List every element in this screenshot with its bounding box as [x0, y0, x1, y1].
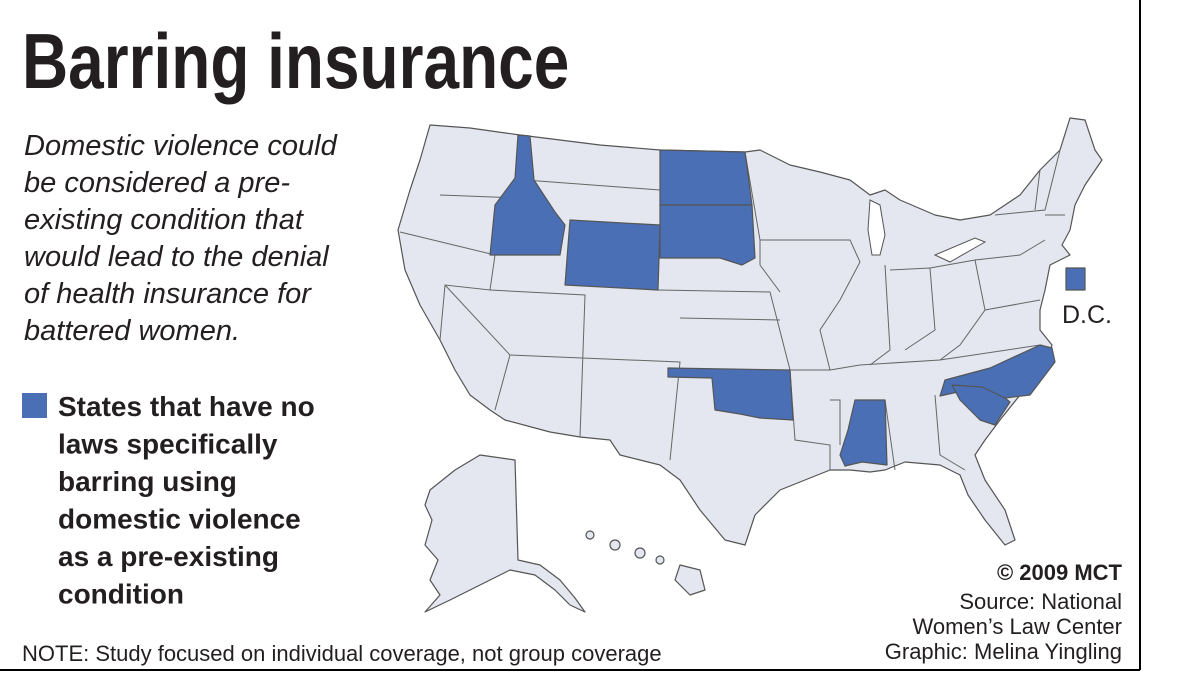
- legend-line: condition: [58, 579, 184, 610]
- north-dakota: [659, 149, 753, 206]
- legend-swatch: [22, 393, 47, 418]
- intro-line: of health insurance for: [24, 278, 312, 310]
- state-lines: [744, 151, 781, 293]
- intro-line: existing condition that: [24, 204, 305, 236]
- source-line: Source: National: [959, 589, 1122, 614]
- state-lines: [984, 299, 1041, 311]
- note: NOTE: Study focused on individual covera…: [22, 641, 662, 666]
- state-lines: [939, 259, 986, 361]
- state-lines: [489, 289, 586, 438]
- idaho: [489, 134, 566, 256]
- copyright: © 2009 MCT: [997, 560, 1123, 585]
- intro-line: Domestic violence could: [24, 130, 338, 162]
- state-lines: [524, 179, 661, 191]
- state-lines: [829, 344, 1041, 371]
- state-lines: [830, 399, 841, 445]
- state-lines: [679, 317, 781, 321]
- title: Barring insurance: [22, 18, 569, 105]
- legend-line: as a pre-existing: [58, 541, 279, 572]
- dc-marker: [1065, 267, 1086, 291]
- state-lines: [869, 264, 891, 366]
- legend-line: domestic violence: [58, 504, 301, 535]
- south-carolina: [951, 384, 1011, 426]
- intro-line: would lead to the denial: [24, 241, 330, 273]
- state-lines: [929, 239, 1046, 269]
- state-lines: [509, 354, 681, 461]
- us-map: [397, 117, 1103, 613]
- legend-text: States that have no laws specifically barr…: [58, 391, 315, 610]
- graphic-credit: Graphic: Melina Yingling: [885, 639, 1122, 664]
- alaska: [424, 454, 586, 613]
- intro-text: Domestic violence could be considered a p…: [24, 130, 338, 347]
- wyoming: [564, 219, 661, 291]
- legend-line: States that have no: [58, 391, 315, 422]
- south-dakota: [659, 204, 756, 266]
- state-lines: [889, 267, 936, 351]
- state-lines: [934, 394, 966, 471]
- state-lines: [994, 149, 1061, 216]
- lake-michigan: [867, 199, 886, 256]
- legend-line: barring using: [58, 466, 237, 497]
- state-lines: [1034, 169, 1041, 211]
- intro-line: battered women.: [24, 315, 240, 347]
- dc-label: D.C.: [1062, 301, 1112, 329]
- mississippi: [839, 399, 888, 467]
- oklahoma: [667, 367, 794, 421]
- intro-line: be considered a pre-: [24, 167, 290, 199]
- lake-erie: [933, 237, 987, 263]
- source-line: Women’s Law Center: [912, 614, 1122, 639]
- legend-line: laws specifically: [58, 429, 278, 460]
- state-lines: [884, 399, 896, 471]
- hawaii: [585, 530, 706, 596]
